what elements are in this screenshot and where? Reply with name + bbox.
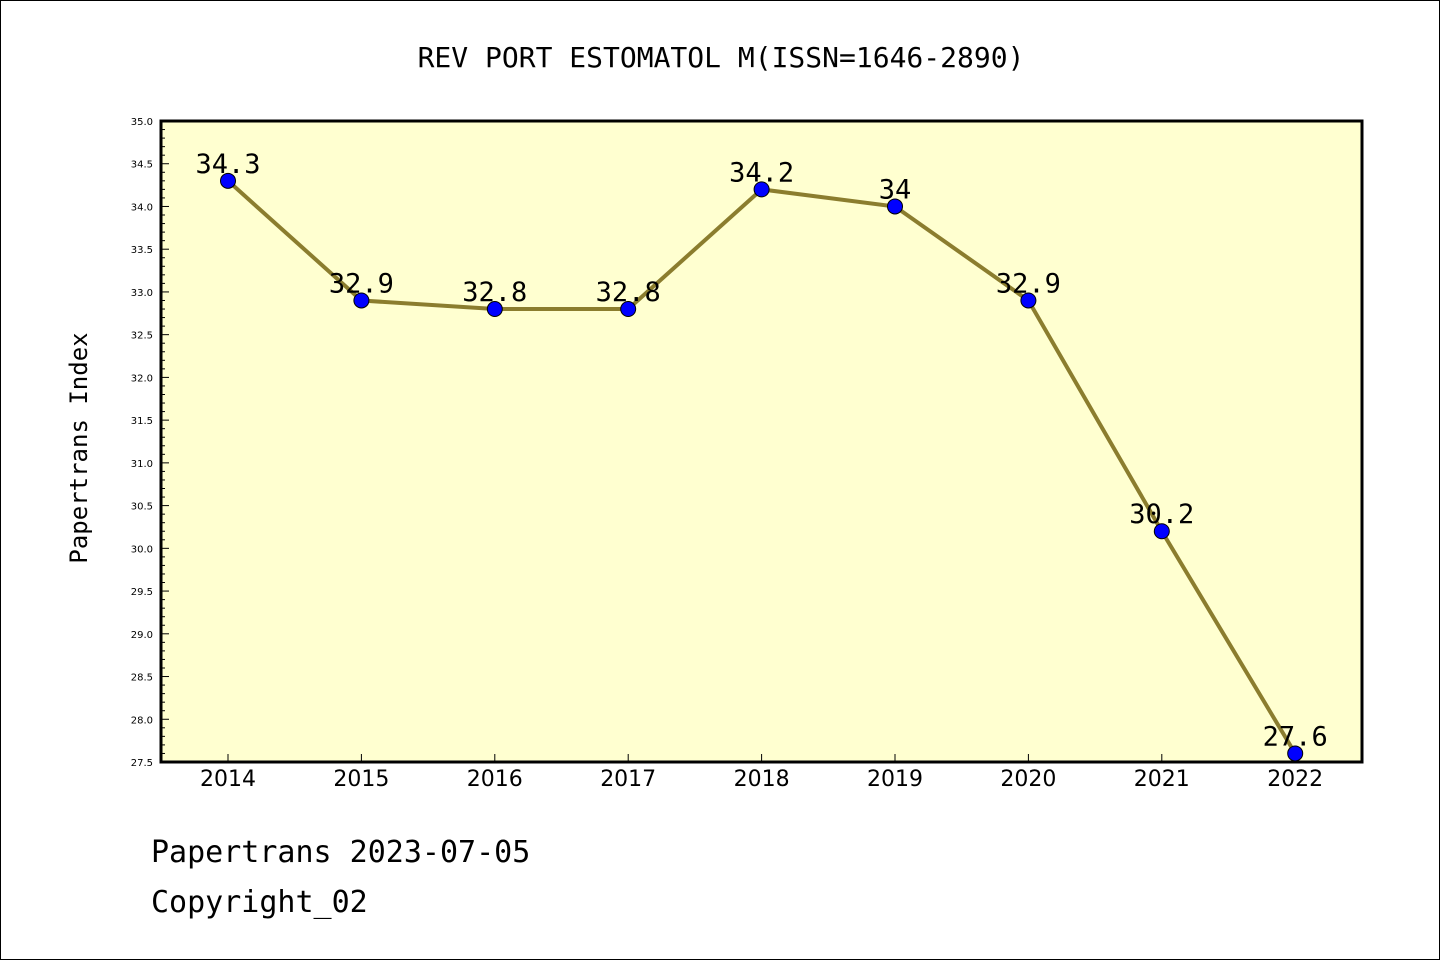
x-tick-label: 2016 xyxy=(467,767,523,792)
data-point xyxy=(353,292,370,309)
y-tick-label: 30.0 xyxy=(131,544,153,555)
y-tick-label: 34.0 xyxy=(131,202,153,213)
data-label: 27.6 xyxy=(1263,721,1328,752)
data-label: 34.2 xyxy=(729,157,794,188)
data-label: 32.8 xyxy=(596,277,661,308)
y-tick-label: 31.0 xyxy=(131,459,153,470)
y-tick-label: 34.5 xyxy=(131,160,153,171)
data-labels: 34.3 32.9 32.8 32.8 34.2 34 32.9 30.2 27.6 xyxy=(195,149,1327,753)
y-axis-ticks: 27.5 28.0 28.5 29.0 29.5 30.0 30.5 31.0 31.5 32.0… xyxy=(131,117,169,769)
data-label: 30.2 xyxy=(1129,499,1194,530)
x-tick-label: 2014 xyxy=(200,767,256,792)
data-label: 32.9 xyxy=(996,268,1061,299)
data-point xyxy=(620,301,637,318)
y-tick-label: 31.5 xyxy=(131,416,153,427)
data-point xyxy=(220,172,236,189)
data-point xyxy=(1287,745,1304,762)
x-tick-label: 2021 xyxy=(1134,767,1190,792)
x-tick-label: 2018 xyxy=(734,767,790,792)
y-tick-label: 28.0 xyxy=(131,715,153,726)
x-tick-label: 2019 xyxy=(867,767,923,792)
data-point xyxy=(1153,523,1170,540)
y-tick-label: 29.0 xyxy=(131,630,153,641)
y-tick-label: 32.0 xyxy=(131,373,153,384)
data-label: 34.3 xyxy=(195,149,260,180)
chart-title: REV PORT ESTOMATOL M(ISSN=1646-2890) xyxy=(418,41,1025,74)
data-point xyxy=(887,198,903,215)
y-tick-label: 27.5 xyxy=(131,758,153,769)
data-point xyxy=(753,181,770,198)
y-tick-label: 30.5 xyxy=(131,502,153,513)
data-label: 32.8 xyxy=(462,277,527,308)
x-tick-label: 2022 xyxy=(1267,767,1323,792)
x-tick-label: 2015 xyxy=(333,767,389,792)
plot-area xyxy=(159,119,1364,764)
y-tick-label: 35.0 xyxy=(131,117,153,128)
x-tick-label: 2020 xyxy=(1000,767,1056,792)
y-axis-label: Papertrans Index xyxy=(65,332,93,563)
y-tick-label: 33.5 xyxy=(131,245,153,256)
x-tick-label: 2017 xyxy=(600,767,656,792)
data-label: 32.9 xyxy=(329,268,394,299)
series-markers xyxy=(220,172,1304,762)
data-point xyxy=(486,301,503,318)
y-tick-label: 32.5 xyxy=(131,331,153,342)
y-tick-label: 28.5 xyxy=(131,673,153,684)
y-tick-label: 33.0 xyxy=(131,288,153,299)
footer-copyright: Copyright_02 xyxy=(151,885,368,920)
data-point xyxy=(1020,292,1037,309)
footer-date: Papertrans 2023-07-05 xyxy=(151,835,531,870)
data-label: 34 xyxy=(879,174,912,205)
x-axis-ticks: 2014 2015 2016 2017 2018 2019 2020 2021 2022 xyxy=(200,754,1323,792)
y-tick-label: 29.5 xyxy=(131,587,153,598)
